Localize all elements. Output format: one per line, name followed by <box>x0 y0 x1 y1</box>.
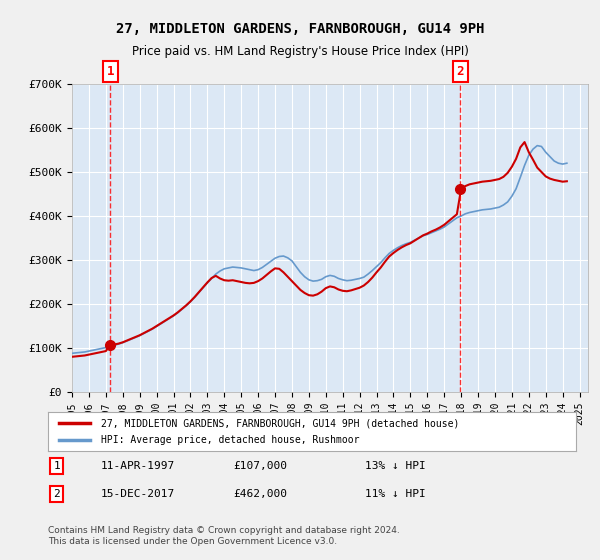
Text: Price paid vs. HM Land Registry's House Price Index (HPI): Price paid vs. HM Land Registry's House … <box>131 45 469 58</box>
Text: £462,000: £462,000 <box>233 489 287 499</box>
Text: 1: 1 <box>53 461 60 471</box>
Text: Contains HM Land Registry data © Crown copyright and database right 2024.
This d: Contains HM Land Registry data © Crown c… <box>48 526 400 546</box>
Text: 13% ↓ HPI: 13% ↓ HPI <box>365 461 425 471</box>
Text: 2: 2 <box>53 489 60 499</box>
Text: 1: 1 <box>107 65 114 78</box>
Text: 27, MIDDLETON GARDENS, FARNBOROUGH, GU14 9PH: 27, MIDDLETON GARDENS, FARNBOROUGH, GU14… <box>116 22 484 36</box>
Text: 11-APR-1997: 11-APR-1997 <box>101 461 175 471</box>
Text: HPI: Average price, detached house, Rushmoor: HPI: Average price, detached house, Rush… <box>101 435 359 445</box>
Text: £107,000: £107,000 <box>233 461 287 471</box>
Text: 2: 2 <box>457 65 464 78</box>
Text: 27, MIDDLETON GARDENS, FARNBOROUGH, GU14 9PH (detached house): 27, MIDDLETON GARDENS, FARNBOROUGH, GU14… <box>101 418 459 428</box>
Text: 11% ↓ HPI: 11% ↓ HPI <box>365 489 425 499</box>
Text: 15-DEC-2017: 15-DEC-2017 <box>101 489 175 499</box>
